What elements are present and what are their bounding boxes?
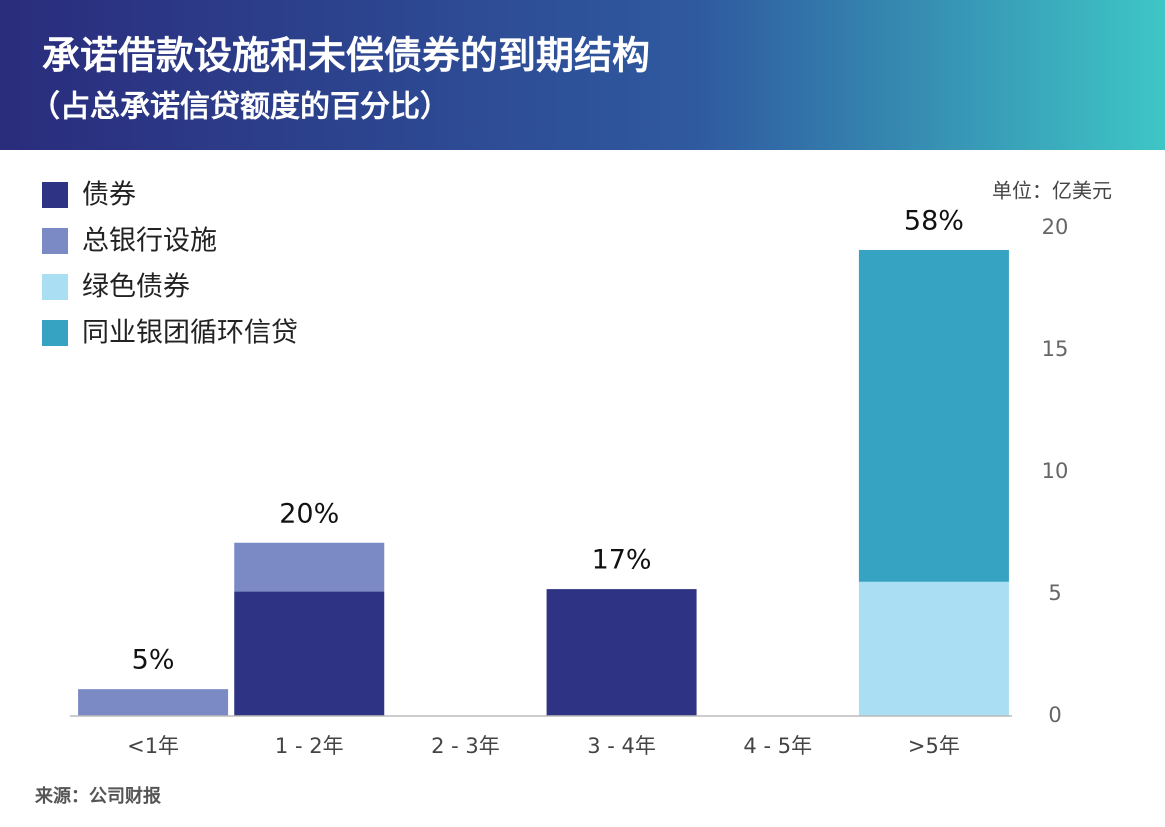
x-tick-label: 3 - 4年: [587, 734, 656, 758]
bar-segment: [234, 591, 385, 716]
x-tick-label: 2 - 3年: [431, 734, 500, 758]
total-label: 17%: [592, 545, 652, 576]
chart-title: 承诺借款设施和未偿债券的到期结构: [42, 34, 650, 78]
legend-swatch: [42, 320, 68, 346]
legend-label: 同业银团循环信贷: [82, 318, 298, 349]
legend-label: 总银行设施: [82, 226, 217, 257]
legend-swatch: [42, 228, 68, 254]
y-tick-label: 10: [1042, 459, 1069, 483]
x-tick-label: <1年: [127, 734, 179, 758]
legend-label: 债券: [82, 180, 136, 211]
total-label: 58%: [904, 205, 964, 236]
x-tick-label: 1 - 2年: [275, 734, 344, 758]
legend-swatch: [42, 274, 68, 300]
y-tick-label: 0: [1048, 703, 1061, 727]
header-band: [0, 0, 1165, 150]
y-tick-label: 5: [1048, 581, 1061, 605]
legend-label: 绿色债券: [82, 272, 190, 303]
bar-segment: [78, 689, 229, 716]
unit-label: 单位：亿美元: [992, 179, 1112, 203]
bar-segment: [858, 249, 1009, 582]
bar-segment: [234, 542, 385, 592]
bar-segment: [858, 581, 1009, 716]
bar-segment: [546, 589, 697, 716]
y-tick-label: 15: [1042, 337, 1069, 361]
chart-subtitle: （占总承诺信贷额度的百分比）: [30, 90, 450, 125]
source: 来源：公司财报: [34, 785, 161, 807]
legend-swatch: [42, 182, 68, 208]
total-label: 5%: [132, 645, 175, 676]
total-label: 20%: [279, 498, 339, 529]
x-tick-label: 4 - 5年: [743, 734, 812, 758]
y-tick-label: 20: [1042, 215, 1069, 239]
x-tick-label: >5年: [908, 734, 960, 758]
